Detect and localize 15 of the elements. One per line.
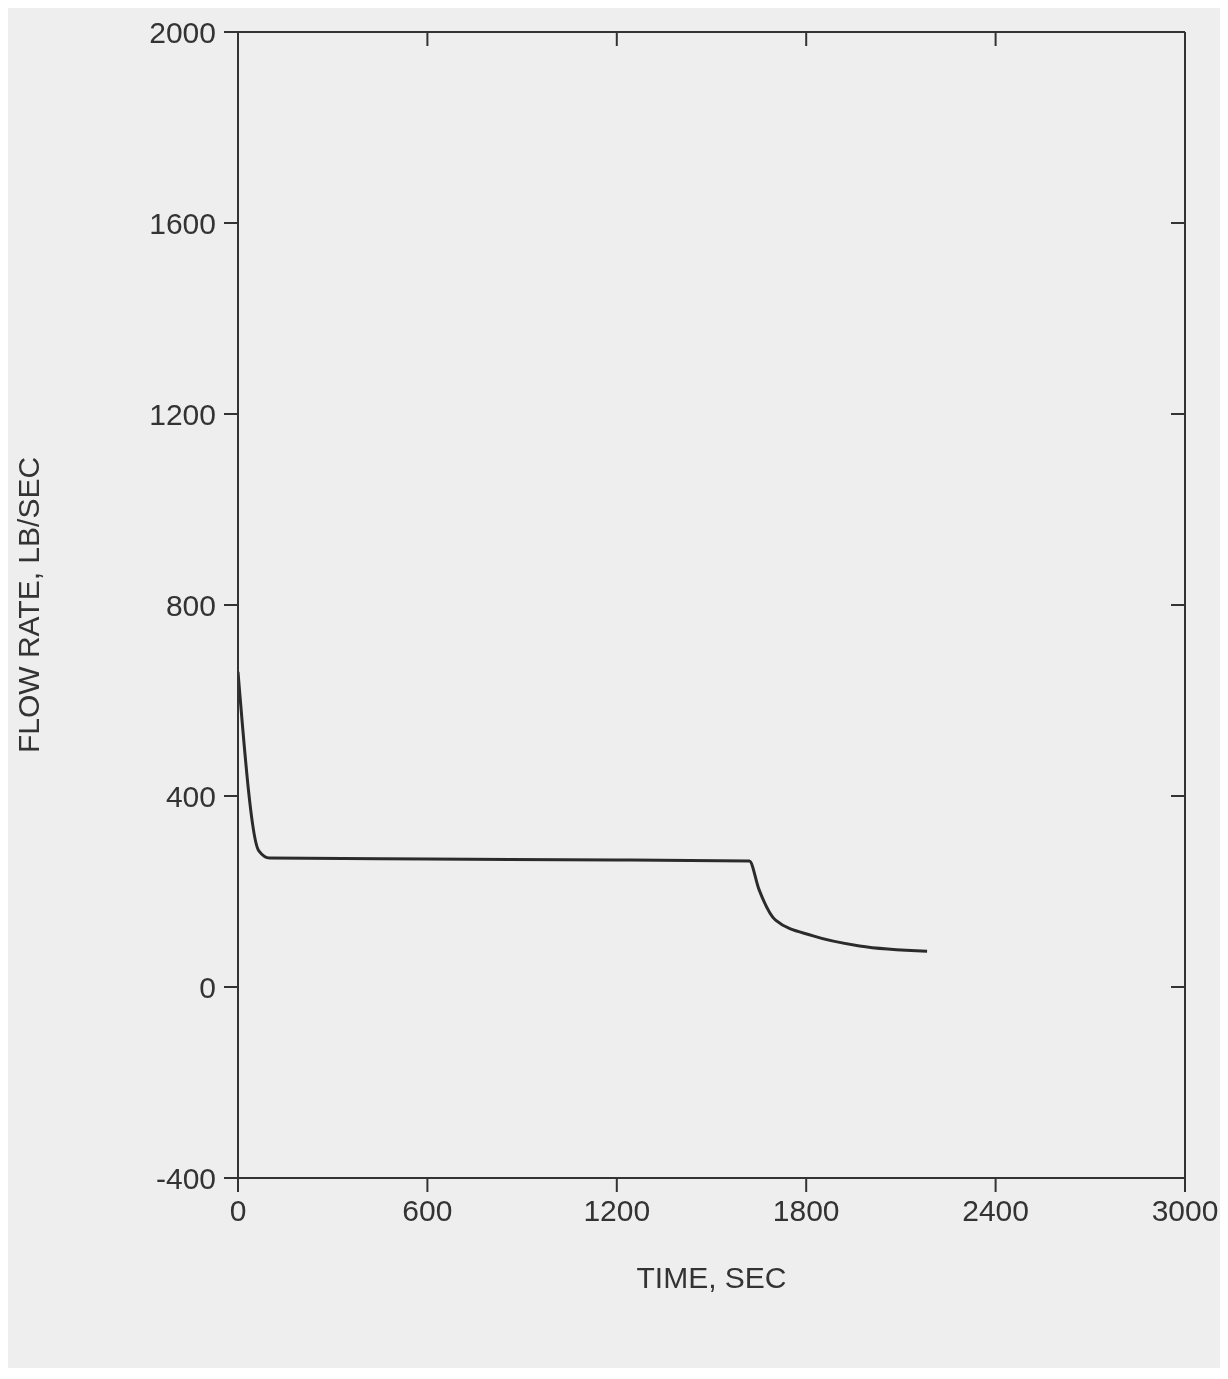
y-tick-label: -400 <box>155 1161 216 1195</box>
x-tick-label: 600 <box>402 1194 453 1228</box>
x-tick-label: 1800 <box>772 1194 840 1228</box>
y-tick-label: 2000 <box>149 15 216 49</box>
x-tick-label: 3000 <box>1151 1194 1219 1228</box>
y-tick-label: 1200 <box>149 397 216 431</box>
x-axis-title: TIME, SEC <box>636 1261 787 1294</box>
y-tick-label: 800 <box>165 588 216 622</box>
x-tick-label: 2400 <box>962 1194 1029 1228</box>
y-axis-title: FLOW RATE, LB/SEC <box>11 456 45 754</box>
x-tick-label: 0 <box>229 1194 247 1228</box>
y-tick-label: 0 <box>199 970 216 1004</box>
y-tick-label: 1600 <box>149 206 216 240</box>
x-tick-label: 1200 <box>583 1194 651 1228</box>
y-tick-label: 400 <box>165 779 216 813</box>
